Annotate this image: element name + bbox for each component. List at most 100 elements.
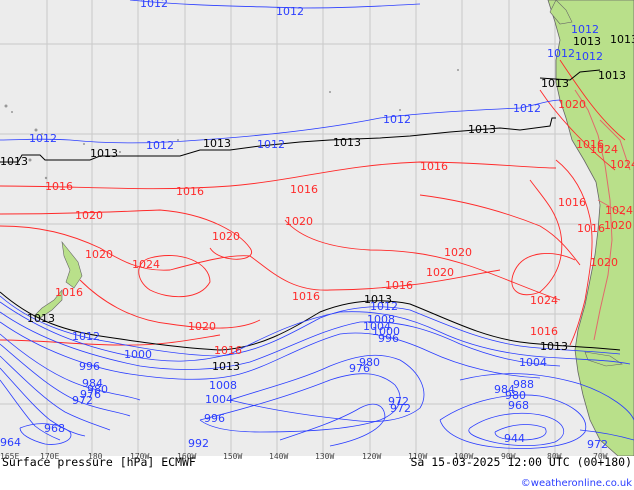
isobar-label: 944 <box>504 432 525 445</box>
isobar-label: 1000 <box>372 325 400 338</box>
isobar-label: 1012 <box>276 5 304 18</box>
isobar-label: 1020 <box>285 215 313 228</box>
isobar-label: 1024 <box>530 294 558 307</box>
isobar-label: 1012 <box>29 132 57 145</box>
isobar-label: 1020 <box>188 320 216 333</box>
isobar-label: 1020 <box>590 256 618 269</box>
pacific-islands <box>4 69 459 180</box>
isobar-label: 1012 <box>257 138 285 151</box>
map-title: Surface pressure [hPa] ECMWF <box>2 455 196 469</box>
isobar-label: 1016 <box>292 290 320 303</box>
longitude-tick: 90W <box>501 452 516 461</box>
new-zealand-north-island <box>61 240 83 289</box>
longitude-tick: 110W <box>408 452 427 461</box>
credit-link[interactable]: ©weatheronline.co.uk <box>521 478 632 489</box>
isobar-label: 1004 <box>205 393 233 406</box>
footer-bar <box>0 456 634 490</box>
isobar-label: 980 <box>359 356 380 369</box>
isobar-label: 1012 <box>140 0 168 10</box>
isobar-label: 972 <box>388 395 409 408</box>
low-pressure-isobars <box>0 0 634 449</box>
isobar-label: 1016 <box>577 222 605 235</box>
isobar-label: 1013 <box>610 33 634 46</box>
isobar-label: 1016 <box>558 196 586 209</box>
isobar-label: 980 <box>87 383 108 396</box>
isobar-label: 1020 <box>558 98 586 111</box>
isobar-label: 1012 <box>547 47 575 60</box>
south-america-landmass <box>547 0 634 457</box>
isobar-label: 1016 <box>385 279 413 292</box>
isobar-label: 1008 <box>367 313 395 326</box>
isobar-label: 1016 <box>290 183 318 196</box>
isobar-label: 1024 <box>132 258 160 271</box>
longitude-tick: 80W <box>547 452 562 461</box>
isobar-label: 1013 <box>333 136 361 149</box>
isobar-label: 972 <box>390 402 411 415</box>
isobar-labels: 1012 1012 1012 1013 1013 1012 1012 1013 … <box>0 0 634 451</box>
isobar-label: 980 <box>505 389 526 402</box>
longitude-tick: 170E <box>40 452 59 461</box>
isobar-label: 1016 <box>420 160 448 173</box>
isobar-label: 1013 <box>27 312 55 325</box>
isobar-label: 1013 <box>203 137 231 150</box>
isobar-label: 996 <box>204 412 225 425</box>
isobar-label: 1013 <box>90 147 118 160</box>
isobar-label: 1012 <box>513 102 541 115</box>
ocean-background <box>0 0 634 456</box>
isobar-label: 1013 <box>212 360 240 373</box>
isobar-label: 964 <box>0 436 21 449</box>
longitude-tick: 180 <box>88 452 103 461</box>
isobar-label: 1008 <box>209 379 237 392</box>
isobar-label: 1016 <box>45 180 73 193</box>
isobar-label: 1020 <box>444 246 472 259</box>
isobar-label: 1013 <box>364 293 392 306</box>
isobar-label: 972 <box>72 394 93 407</box>
isobar-label: 1020 <box>212 230 240 243</box>
isobar-label: 1012 <box>72 330 100 343</box>
isobar-label: 1016 <box>176 185 204 198</box>
longitude-tick: 130W <box>315 452 334 461</box>
isobar-label: 1012 <box>383 113 411 126</box>
longitude-tick: 140W <box>269 452 288 461</box>
longitude-tick: 165E <box>0 452 19 461</box>
isobar-label: 1020 <box>426 266 454 279</box>
isobar-label: 1012 <box>571 23 599 36</box>
forecast-datetime: Sa 15-03-2025 12:00 UTC (00+180) <box>410 455 632 469</box>
isobar-label: 1016 <box>530 325 558 338</box>
isobar-label: 984 <box>494 383 515 396</box>
isobar-label: 1016 <box>576 138 604 151</box>
isobar-label: 1013 <box>541 77 569 90</box>
longitude-tick: 100W <box>454 452 473 461</box>
isobar-label: 1012 <box>370 300 398 313</box>
standard-isobars <box>0 69 621 351</box>
longitude-tick: 70W <box>593 452 608 461</box>
longitude-tick: 150W <box>223 452 242 461</box>
isobar-label: 1024 <box>605 204 633 217</box>
isobar-label: 1020 <box>85 248 113 261</box>
isobar-label: 968 <box>44 422 65 435</box>
isobar-label: 1020 <box>604 219 632 232</box>
isobar-label: 968 <box>508 399 529 412</box>
longitude-axis: 165E 170E 180 170W 160W 150W 140W 130W 1… <box>0 452 608 461</box>
isobar-label: 1013 <box>573 35 601 48</box>
isobar-label: 984 <box>82 377 103 390</box>
isobar-label: 1012 <box>575 50 603 63</box>
isobar-label: 1013 <box>468 123 496 136</box>
isobar-label: 976 <box>80 388 101 401</box>
isobar-label: 1024 <box>610 158 634 171</box>
isobar-label: 992 <box>188 437 209 450</box>
isobar-label: 1024 <box>590 143 618 156</box>
high-pressure-isobars <box>0 59 626 346</box>
isobar-label: 988 <box>513 378 534 391</box>
central-america-landmass <box>549 0 573 25</box>
isobar-label: 1004 <box>519 356 547 369</box>
longitude-tick: 160W <box>177 452 196 461</box>
graticule <box>0 0 634 456</box>
isobar-label: 1013 <box>0 155 28 168</box>
tierra-del-fuego <box>584 351 623 367</box>
isobar-label: 1016 <box>55 286 83 299</box>
isobar-label: 1013 <box>598 69 626 82</box>
longitude-tick: 170W <box>130 452 149 461</box>
andes-country-borders <box>574 89 631 341</box>
